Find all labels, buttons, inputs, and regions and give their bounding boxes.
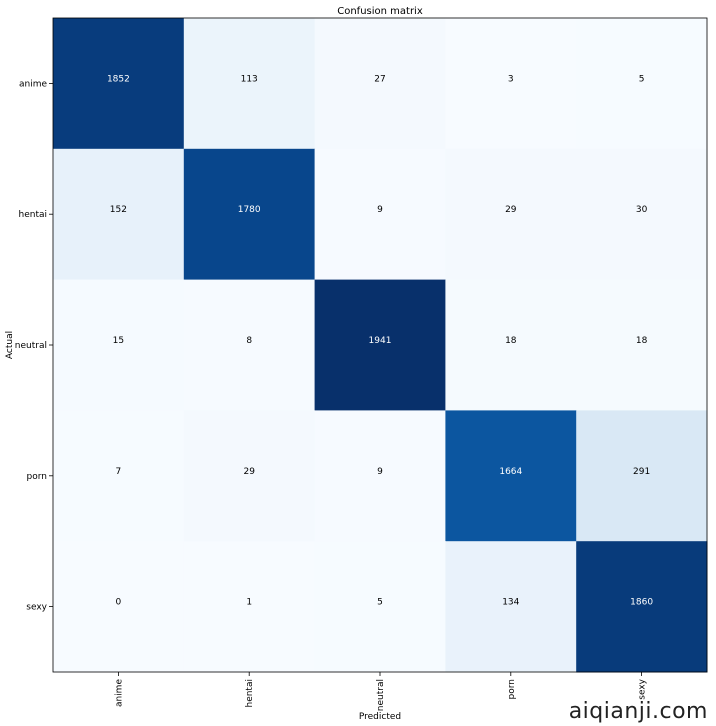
cell-value-label: 27 xyxy=(374,74,385,84)
cell-value-label: 152 xyxy=(110,205,127,215)
cell-value-label: 29 xyxy=(243,467,255,477)
cell-value-label: 18 xyxy=(636,336,648,346)
cell-value-label: 134 xyxy=(502,598,519,608)
heatmap-cell xyxy=(53,541,185,673)
cell-value-label: 1860 xyxy=(630,598,653,608)
heatmap-cell xyxy=(183,148,316,281)
plot-frame xyxy=(52,17,708,673)
heatmap-cell xyxy=(576,279,708,411)
cell-value-label: 3 xyxy=(508,74,514,84)
heatmap-cell xyxy=(314,410,446,542)
cell-value-label: 9 xyxy=(377,205,383,215)
heatmap-cell xyxy=(445,148,577,281)
heatmap-cell xyxy=(53,410,185,542)
heatmap-cell xyxy=(53,18,185,150)
heatmap-cell xyxy=(445,541,577,673)
cell-value-label: 8 xyxy=(246,336,252,346)
cell-value-label: 1664 xyxy=(499,467,522,477)
x-tick-label: neutral xyxy=(376,679,386,711)
heatmap-cell xyxy=(445,279,577,411)
heatmap-cell xyxy=(53,148,185,281)
x-tick-label: hentai xyxy=(245,679,255,708)
y-tick-label: sexy xyxy=(26,603,47,613)
cell-value-label: 1 xyxy=(246,598,252,608)
cell-value-label: 18 xyxy=(505,336,517,346)
y-tick-label: neutral xyxy=(15,341,47,351)
x-tick-label: anime xyxy=(114,679,124,707)
cell-value-label: 29 xyxy=(505,205,517,215)
heatmap-cell xyxy=(183,18,316,150)
heatmap-cell xyxy=(53,279,185,411)
heatmap-cell xyxy=(314,541,446,673)
heatmap-cell xyxy=(183,279,316,411)
y-tick-label: anime xyxy=(19,79,47,89)
cell-value-label: 291 xyxy=(633,467,650,477)
cell-value-label: 1780 xyxy=(238,205,261,215)
y-tick-label: hentai xyxy=(19,210,48,220)
cell-value-label: 0 xyxy=(116,598,122,608)
heatmap-cell xyxy=(576,541,708,673)
heatmap-cell xyxy=(314,148,446,281)
x-tick-label: sexy xyxy=(638,678,648,699)
y-axis-label: Actual xyxy=(5,331,15,359)
watermark-text: aiqianji.com xyxy=(568,699,708,724)
y-tick-label: porn xyxy=(27,472,47,482)
cell-value-label: 7 xyxy=(116,467,122,477)
cell-value-label: 15 xyxy=(113,336,124,346)
cell-value-label: 5 xyxy=(377,598,383,608)
heatmap-cell xyxy=(314,279,446,411)
axis-ticks: anime hentai neutral porn sexy anime hentai neu… xyxy=(15,79,648,711)
cell-value-label: 9 xyxy=(377,467,383,477)
cell-value-label: 1941 xyxy=(369,336,392,346)
cell-value-label: 113 xyxy=(241,74,258,84)
heatmap-cell xyxy=(576,410,708,542)
cell-value-label: 5 xyxy=(639,74,645,84)
heatmap-cell xyxy=(183,541,316,673)
heatmap-cell xyxy=(314,18,446,150)
heatmap-cell xyxy=(445,18,577,150)
heatmap-cell xyxy=(576,18,708,150)
heatmap-cell xyxy=(183,410,316,542)
chart-title: Confusion matrix xyxy=(337,6,423,17)
cell-value-label: 30 xyxy=(636,205,648,215)
cell-value-label: 1852 xyxy=(107,74,130,84)
heatmap-cell xyxy=(576,148,708,281)
x-tick-label: porn xyxy=(507,679,517,699)
x-axis-label: Predicted xyxy=(359,712,401,722)
heatmap-cell xyxy=(445,410,577,542)
